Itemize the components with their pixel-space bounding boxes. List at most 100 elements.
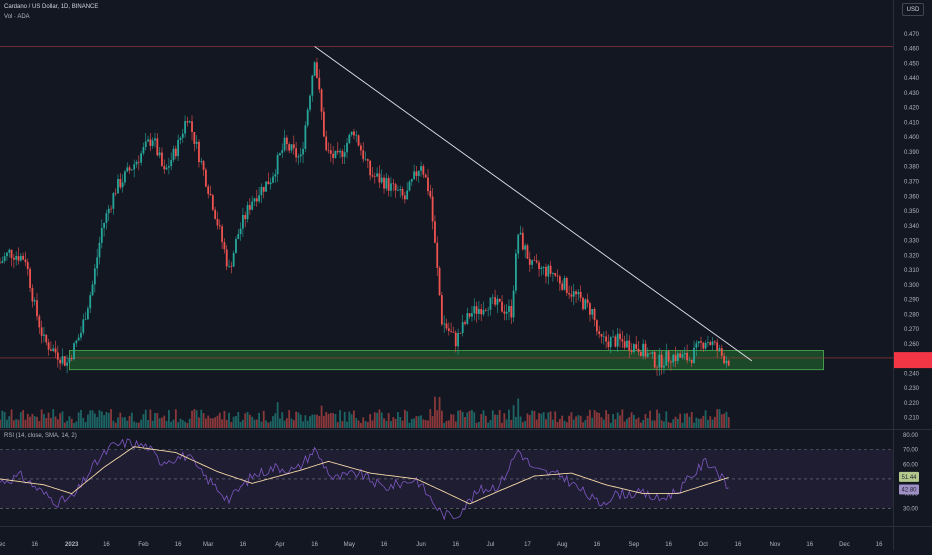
candle <box>670 361 672 363</box>
candle <box>524 245 527 250</box>
volume-bar <box>512 405 515 428</box>
candle <box>482 310 485 315</box>
candle <box>584 299 587 310</box>
candle <box>253 198 256 202</box>
volume-bar <box>632 414 635 428</box>
volume-bar <box>47 412 50 428</box>
candle <box>258 195 261 202</box>
candle <box>184 121 186 134</box>
candle <box>549 265 552 274</box>
candle <box>63 356 66 366</box>
candle <box>40 327 43 336</box>
volume-bar <box>646 418 649 428</box>
volume-bar <box>267 422 270 428</box>
volume-bar <box>43 414 45 428</box>
volume-bar <box>408 422 411 428</box>
candle <box>133 164 136 170</box>
candle <box>681 354 684 358</box>
candle <box>468 313 471 317</box>
candle <box>406 190 409 200</box>
candle <box>630 350 633 352</box>
price-tick-label: 0.290 <box>904 298 920 304</box>
x-tick-label: Jul <box>487 542 495 548</box>
candle <box>130 169 133 171</box>
volume-bar <box>360 422 362 428</box>
volume-bar <box>621 409 624 428</box>
candle <box>195 141 198 144</box>
candle <box>494 297 496 305</box>
candle <box>378 173 381 183</box>
volume-bar <box>371 420 374 428</box>
candle <box>528 258 531 265</box>
currency-button[interactable]: USD <box>902 3 924 16</box>
candle <box>33 300 36 302</box>
volume-bar <box>505 419 508 428</box>
candle <box>716 342 719 351</box>
candle <box>336 150 339 153</box>
volume-bar <box>498 409 501 428</box>
candle <box>362 150 365 160</box>
volume-bar <box>242 419 244 428</box>
candle <box>445 323 448 329</box>
candle <box>177 139 180 157</box>
x-tick-label: Sep <box>629 542 640 548</box>
candle <box>635 344 638 349</box>
candle <box>651 352 654 354</box>
volume-bar <box>170 421 173 428</box>
candle <box>387 178 390 191</box>
volume-bar <box>431 416 434 428</box>
candle <box>709 342 712 345</box>
volume-bar <box>262 410 265 428</box>
volume-bar <box>533 411 536 428</box>
candle <box>318 77 321 90</box>
candle <box>429 191 432 197</box>
candle <box>390 183 392 191</box>
volume-bar <box>204 418 207 428</box>
candle <box>471 313 473 317</box>
x-tick-label: Aug <box>557 542 568 548</box>
price-tick-label: 0.470 <box>904 32 920 38</box>
candle <box>591 308 594 315</box>
volume-bar <box>649 410 651 428</box>
volume-bar <box>473 412 476 428</box>
candle <box>552 273 554 274</box>
candle <box>563 278 566 290</box>
volume-legend: Vol · ADA <box>4 14 30 20</box>
candle <box>299 154 302 157</box>
candle <box>209 193 212 196</box>
volume-bar <box>339 410 341 428</box>
volume-bar <box>711 419 714 428</box>
volume-bar <box>198 417 200 428</box>
candle <box>614 336 617 347</box>
price-tick-label: 0.420 <box>904 106 920 112</box>
candle <box>260 186 263 196</box>
volume-bar <box>38 421 41 428</box>
candle <box>29 268 31 288</box>
volume-bar <box>614 419 617 428</box>
candle <box>510 305 513 318</box>
candle <box>228 265 230 267</box>
volume-bar <box>535 419 538 428</box>
candle <box>170 160 173 167</box>
candle <box>565 278 568 294</box>
volume-bar <box>538 413 540 428</box>
candle <box>52 348 55 352</box>
candle <box>713 341 716 343</box>
candle <box>334 150 337 158</box>
candle <box>720 348 723 356</box>
candle <box>112 193 115 209</box>
candle <box>521 232 524 250</box>
volume-bar <box>61 411 64 428</box>
price-tick-label: 0.370 <box>904 180 920 186</box>
volume-bar <box>413 418 416 428</box>
candle <box>461 322 464 334</box>
candle <box>707 342 709 343</box>
volume-bar <box>468 410 471 428</box>
volume-bar <box>228 412 230 428</box>
volume-bar <box>248 414 251 428</box>
volume-bar <box>369 414 372 428</box>
volume-bar <box>600 417 603 428</box>
volume-bar <box>626 418 628 428</box>
